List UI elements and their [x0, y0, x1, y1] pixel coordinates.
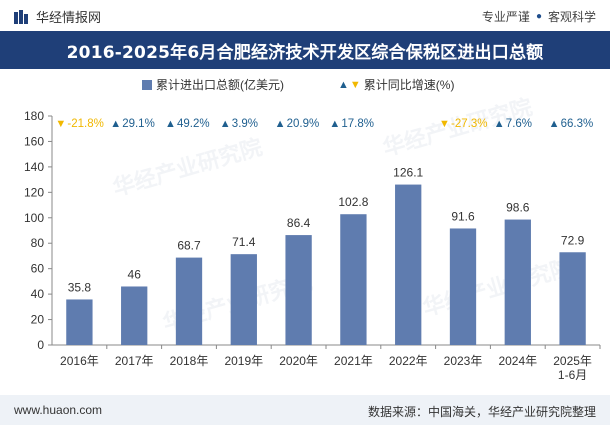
growth-up-triangle-icon: ▲ — [549, 118, 560, 130]
legend-label-growth: 累计同比增速(%) — [363, 78, 455, 92]
growth-label: 66.3% — [561, 118, 594, 130]
x-tick-label: 1-6月 — [558, 368, 587, 382]
growth-up-triangle-icon: ▲ — [110, 118, 121, 130]
brand-logo-icon — [14, 9, 28, 24]
y-tick-label: 60 — [31, 262, 45, 276]
x-tick-label: 2019年 — [224, 354, 263, 368]
y-tick-label: 80 — [31, 236, 45, 250]
chart-bar — [175, 257, 203, 345]
growth-up-triangle-icon: ▲ — [220, 118, 231, 130]
tagline: 专业严谨 ● 客观科学 — [482, 8, 596, 25]
x-tick-label: 2025年 — [553, 354, 592, 368]
legend-bar-swatch-icon — [142, 79, 152, 90]
bar-value-label: 86.4 — [287, 216, 311, 230]
y-tick-label: 20 — [31, 313, 45, 327]
growth-label: -27.3% — [451, 118, 487, 130]
bar-value-label: 98.6 — [506, 201, 530, 215]
bar-value-label: 71.4 — [232, 235, 256, 249]
bar-value-label: 102.8 — [338, 195, 368, 209]
chart-bar — [66, 299, 93, 345]
y-tick-label: 140 — [24, 160, 44, 174]
y-tick-label: 40 — [31, 287, 45, 301]
brand: 华经情报网 — [14, 7, 101, 26]
chart-bar — [504, 219, 531, 345]
x-tick-label: 2023年 — [444, 354, 483, 368]
growth-up-triangle-icon: ▲ — [329, 118, 340, 130]
growth-label: 3.9% — [232, 118, 258, 130]
x-tick-label: 2020年 — [279, 354, 318, 368]
chart-bar — [121, 286, 148, 345]
bar-value-label: 126.1 — [393, 166, 423, 180]
x-tick-label: 2017年 — [115, 354, 154, 368]
x-tick-label: 2024年 — [498, 354, 537, 368]
tagline-right: 客观科学 — [547, 10, 596, 24]
x-tick-label: 2022年 — [389, 354, 428, 368]
footer: www.huaon.com 数据来源：中国海关，华经产业研究院整理 — [0, 395, 610, 425]
top-bar: 华经情报网 专业严谨 ● 客观科学 — [0, 0, 610, 30]
x-tick-label: 2018年 — [170, 354, 209, 368]
growth-down-triangle-icon: ▼ — [439, 118, 450, 130]
chart-legend: 累计进出口总额(亿美元) ▲ ▼ 累计同比增速(%) — [0, 73, 610, 93]
chart-bar — [230, 254, 257, 345]
bar-value-label: 91.6 — [451, 209, 475, 223]
chart-title: 2016-2025年6月合肥经济技术开发区综合保税区进出口总额 — [66, 42, 544, 63]
growth-up-triangle-icon: ▲ — [165, 118, 176, 130]
growth-label: 29.1% — [122, 118, 155, 130]
x-tick-label: 2016年 — [60, 354, 99, 368]
x-tick-label: 2021年 — [334, 354, 373, 368]
legend-label-total: 累计进出口总额(亿美元) — [156, 78, 284, 92]
y-tick-label: 100 — [24, 211, 44, 225]
growth-label: 49.2% — [177, 118, 210, 130]
bar-value-label: 46 — [128, 267, 142, 281]
y-tick-label: 120 — [24, 185, 44, 199]
tagline-left: 专业严谨 — [481, 10, 530, 24]
growth-label: 17.8% — [341, 118, 374, 130]
bar-value-label: 35.8 — [68, 280, 92, 294]
chart-bar — [285, 235, 312, 345]
chart-bar — [395, 184, 422, 345]
growth-up-triangle-icon: ▲ — [275, 118, 286, 130]
data-source: 数据来源：中国海关，华经产业研究院整理 — [367, 405, 596, 419]
title-bar: 2016-2025年6月合肥经济技术开发区综合保税区进出口总额 — [0, 31, 610, 69]
y-tick-label: 180 — [24, 109, 44, 123]
bar-value-label: 72.9 — [561, 233, 585, 247]
legend-item-growth: ▲ ▼ 累计同比增速(%) — [338, 76, 454, 93]
growth-down-triangle-icon: ▼ — [55, 118, 66, 130]
growth-label: 20.9% — [287, 118, 320, 130]
website-link[interactable]: www.huaon.com — [14, 403, 103, 417]
legend-item-total: 累计进出口总额(亿美元) — [142, 76, 284, 93]
bar-value-label: 68.7 — [177, 239, 201, 253]
brand-name: 华经情报网 — [36, 10, 102, 25]
growth-label: -21.8% — [67, 118, 103, 130]
growth-label: 7.6% — [506, 118, 532, 130]
chart-bar — [449, 228, 477, 345]
y-tick-label: 0 — [37, 338, 44, 352]
legend-down-triangle-icon: ▼ — [349, 78, 361, 91]
chart-bar — [340, 214, 367, 345]
y-tick-label: 160 — [24, 134, 44, 148]
growth-up-triangle-icon: ▲ — [494, 118, 505, 130]
chart-bar — [559, 252, 586, 345]
tagline-dot-icon: ● — [535, 11, 542, 22]
legend-up-triangle-icon: ▲ — [338, 78, 349, 91]
